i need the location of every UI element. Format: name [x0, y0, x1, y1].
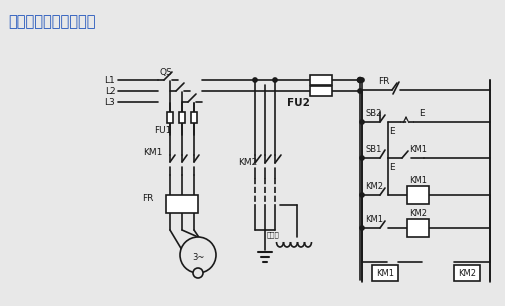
Bar: [453, 265, 479, 281]
Text: L1: L1: [105, 76, 115, 84]
Text: KM2: KM2: [364, 181, 382, 191]
Text: E: E: [418, 109, 424, 118]
Circle shape: [357, 77, 362, 83]
Text: FR: FR: [378, 76, 389, 85]
Circle shape: [359, 156, 363, 160]
Circle shape: [252, 78, 257, 82]
Bar: [166, 195, 197, 213]
Text: L2: L2: [105, 87, 115, 95]
Circle shape: [359, 193, 363, 197]
Text: KM1: KM1: [364, 215, 382, 223]
Circle shape: [358, 78, 361, 82]
Text: SB1: SB1: [365, 144, 381, 154]
Text: E: E: [388, 126, 394, 136]
Circle shape: [180, 237, 216, 273]
Circle shape: [358, 89, 361, 93]
Text: 电磁抱闸通电制动接线: 电磁抱闸通电制动接线: [8, 14, 95, 29]
Text: KM1: KM1: [143, 147, 163, 156]
Text: KM2: KM2: [457, 268, 475, 278]
Circle shape: [359, 120, 363, 124]
Text: 3~: 3~: [191, 252, 204, 262]
Text: KM2: KM2: [408, 208, 426, 218]
Text: KM2: KM2: [238, 158, 257, 166]
Text: KM1: KM1: [375, 268, 393, 278]
Bar: [406, 219, 428, 237]
Bar: [406, 186, 428, 204]
Text: KM1: KM1: [408, 144, 426, 154]
Circle shape: [192, 268, 203, 278]
Bar: [179, 112, 185, 123]
Text: 一一一: 一一一: [266, 232, 279, 238]
Text: FU2: FU2: [286, 98, 309, 108]
Bar: [371, 265, 397, 281]
Text: KM1: KM1: [408, 176, 426, 185]
Circle shape: [273, 78, 276, 82]
Circle shape: [359, 78, 363, 82]
Bar: [190, 112, 196, 123]
Text: FR: FR: [142, 193, 154, 203]
Bar: [167, 112, 173, 123]
Text: L3: L3: [105, 98, 115, 106]
Text: FU1: FU1: [154, 125, 171, 135]
Text: E: E: [388, 162, 394, 171]
Circle shape: [359, 226, 363, 230]
Bar: [310, 86, 331, 96]
Text: SB2: SB2: [365, 109, 381, 118]
Text: QS: QS: [159, 68, 172, 76]
Bar: [310, 75, 331, 85]
